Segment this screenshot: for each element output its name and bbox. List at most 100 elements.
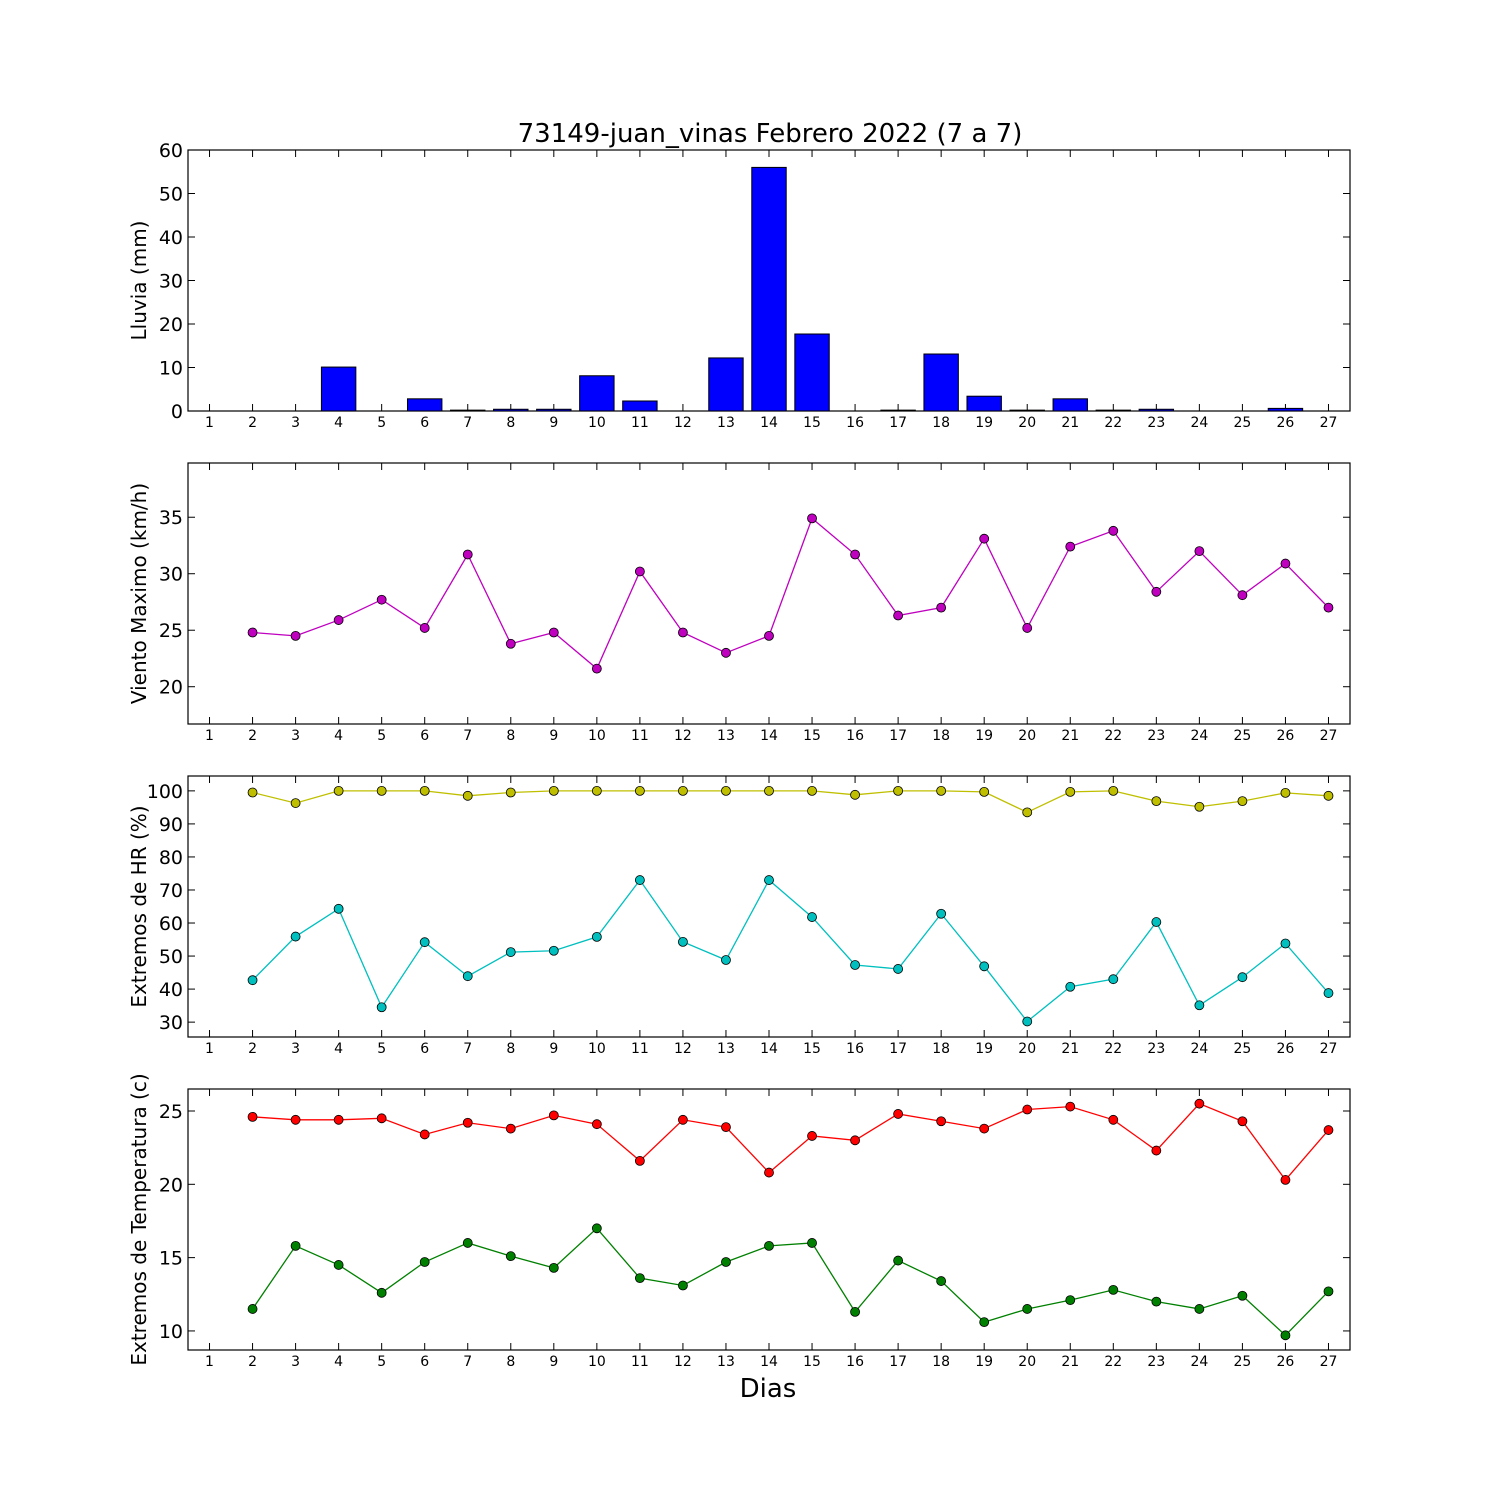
temperature-series-0-point-day-20 bbox=[1022, 1104, 1033, 1115]
x-tick-label: 3 bbox=[291, 1041, 300, 1057]
x-tick-label: 5 bbox=[377, 415, 386, 431]
y-tick-label: 0 bbox=[171, 401, 183, 423]
x-tick-label: 16 bbox=[846, 1354, 864, 1370]
y-tick-label: 20 bbox=[159, 677, 183, 699]
temperature-series-1-point-day-24 bbox=[1194, 1304, 1205, 1314]
rain-bar-day-7 bbox=[450, 409, 486, 412]
humidity-series-0-point-day-25 bbox=[1237, 796, 1248, 807]
humidity-series-0-point-day-14 bbox=[764, 785, 774, 796]
x-tick-label: 20 bbox=[1018, 728, 1036, 744]
humidity-series-0-point-day-19 bbox=[979, 786, 990, 797]
humidity-series-0-point-day-3 bbox=[290, 798, 301, 808]
humidity-series-0-point-day-13 bbox=[721, 785, 731, 796]
rain-bar-day-19 bbox=[966, 395, 1002, 412]
temperature-series-0-point-day-14 bbox=[764, 1167, 774, 1178]
humidity-series-1-point-day-2 bbox=[247, 975, 258, 986]
temperature-series-0-point-day-27 bbox=[1323, 1125, 1334, 1135]
humidity-series-1-point-day-16 bbox=[850, 960, 860, 970]
temperature-series-0-point-day-2 bbox=[247, 1111, 258, 1122]
x-tick-label: 15 bbox=[803, 1041, 821, 1057]
x-tick-label: 9 bbox=[549, 1354, 558, 1370]
x-tick-label: 22 bbox=[1104, 1354, 1122, 1370]
x-tick-label: 9 bbox=[549, 1041, 558, 1057]
humidity-y-axis-label: Extremos de HR (%) bbox=[127, 805, 151, 1007]
wind-series-0-point-day-12 bbox=[678, 627, 688, 638]
x-tick-label: 25 bbox=[1233, 415, 1251, 431]
x-tick-label: 9 bbox=[549, 728, 558, 744]
humidity-series-1-point-day-13 bbox=[721, 955, 731, 965]
x-tick-label: 25 bbox=[1233, 1041, 1251, 1057]
x-tick-label: 23 bbox=[1147, 1041, 1165, 1057]
temperature-y-axis-label: Extremos de Temperatura (c) bbox=[127, 1073, 151, 1365]
temperature-series-1-point-day-11 bbox=[634, 1273, 645, 1284]
x-tick-label: 2 bbox=[248, 728, 257, 744]
rain-bar-day-6 bbox=[406, 398, 443, 412]
x-tick-label: 10 bbox=[588, 1041, 606, 1057]
x-tick-label: 5 bbox=[377, 1041, 386, 1057]
humidity-series-1-point-day-26 bbox=[1280, 938, 1291, 949]
y-tick-label: 20 bbox=[159, 1174, 183, 1196]
wind-series-0-point-day-3 bbox=[290, 630, 301, 641]
x-tick-label: 15 bbox=[803, 415, 821, 431]
wind-plot-area bbox=[187, 462, 1351, 725]
x-tick-label: 26 bbox=[1277, 728, 1295, 744]
humidity-series-0-line bbox=[252, 790, 1329, 814]
temperature-series-0-point-day-4 bbox=[333, 1114, 344, 1125]
humidity-series-1-point-day-19 bbox=[979, 961, 990, 972]
x-tick-label: 16 bbox=[846, 415, 864, 431]
x-tick-label: 19 bbox=[975, 728, 993, 744]
wind-series-0-point-day-8 bbox=[505, 638, 516, 649]
x-tick-label: 27 bbox=[1320, 728, 1338, 744]
x-tick-label: 10 bbox=[588, 415, 606, 431]
x-tick-label: 8 bbox=[506, 415, 515, 431]
x-tick-label: 6 bbox=[420, 1354, 429, 1370]
x-tick-label: 23 bbox=[1147, 1354, 1165, 1370]
temperature-series-0-point-day-18 bbox=[936, 1116, 947, 1127]
x-tick-label: 26 bbox=[1277, 1354, 1295, 1370]
x-tick-label: 14 bbox=[760, 1041, 778, 1057]
humidity-series-0-point-day-12 bbox=[678, 785, 688, 796]
temperature-series-0-point-day-24 bbox=[1194, 1098, 1205, 1109]
rain-bar-day-13 bbox=[708, 357, 744, 412]
x-axis-label: Dias bbox=[740, 1374, 797, 1404]
humidity-series-1-point-day-17 bbox=[893, 964, 904, 974]
x-tick-label: 5 bbox=[377, 1354, 386, 1370]
humidity-series-0-point-day-5 bbox=[376, 785, 387, 796]
humidity-series-1-point-day-25 bbox=[1237, 972, 1248, 983]
x-tick-label: 21 bbox=[1061, 1354, 1079, 1370]
x-tick-label: 27 bbox=[1320, 1354, 1338, 1370]
x-tick-label: 12 bbox=[674, 1041, 692, 1057]
wind-series-0-point-day-4 bbox=[333, 615, 344, 625]
wind-series-0-point-day-18 bbox=[936, 602, 947, 613]
x-tick-label: 2 bbox=[248, 1354, 257, 1370]
x-tick-label: 15 bbox=[803, 1354, 821, 1370]
x-tick-label: 16 bbox=[846, 1041, 864, 1057]
humidity-series-1-point-day-24 bbox=[1194, 1000, 1205, 1011]
x-tick-label: 7 bbox=[463, 1041, 472, 1057]
y-tick-label: 40 bbox=[159, 227, 183, 249]
temperature-series-1-point-day-19 bbox=[979, 1317, 990, 1328]
temperature-series-0-point-day-19 bbox=[979, 1123, 990, 1134]
temperature-series-1-point-day-3 bbox=[290, 1240, 301, 1251]
y-tick-label: 80 bbox=[159, 847, 183, 869]
humidity-series-0-point-day-15 bbox=[807, 785, 817, 796]
humidity-series-1-point-day-20 bbox=[1022, 1016, 1033, 1027]
rain-bar-day-22 bbox=[1095, 409, 1132, 412]
temperature-series-1-point-day-18 bbox=[936, 1276, 947, 1286]
x-tick-label: 13 bbox=[717, 728, 735, 744]
temperature-series-0-point-day-8 bbox=[505, 1123, 516, 1134]
humidity-series-1-point-day-11 bbox=[634, 875, 645, 885]
rain-bar-day-9 bbox=[536, 408, 572, 412]
y-tick-label: 40 bbox=[159, 979, 183, 1001]
temperature-series-1-point-day-9 bbox=[548, 1262, 559, 1273]
temperature-series-1-point-day-21 bbox=[1065, 1295, 1076, 1306]
x-tick-label: 11 bbox=[631, 728, 649, 744]
wind-series-0-point-day-9 bbox=[548, 627, 559, 638]
temperature-series-1-point-day-4 bbox=[333, 1260, 344, 1270]
temperature-series-1-point-day-23 bbox=[1151, 1296, 1162, 1307]
humidity-series-0-point-day-4 bbox=[333, 785, 344, 796]
x-tick-label: 13 bbox=[717, 1041, 735, 1057]
x-tick-label: 25 bbox=[1233, 728, 1251, 744]
